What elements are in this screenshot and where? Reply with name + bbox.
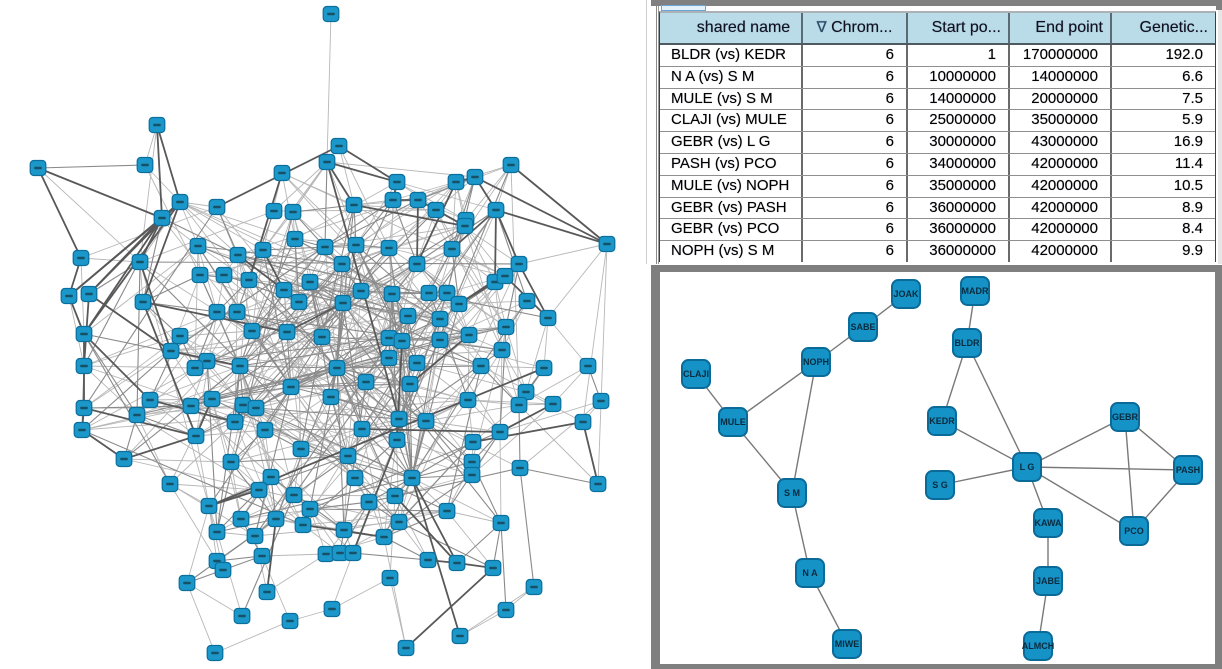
- svg-text:NOPH: NOPH: [803, 357, 829, 367]
- svg-text:MULE: MULE: [720, 417, 746, 427]
- svg-text:CLAJI: CLAJI: [683, 369, 709, 379]
- svg-text:MIWE: MIWE: [835, 639, 860, 649]
- svg-text:MADR: MADR: [962, 286, 989, 296]
- svg-text:KEDR: KEDR: [929, 416, 955, 426]
- svg-text:S M: S M: [784, 488, 800, 498]
- svg-text:L G: L G: [1020, 462, 1035, 472]
- svg-text:JABE: JABE: [1036, 576, 1060, 586]
- svg-text:KAWA: KAWA: [1035, 518, 1063, 528]
- svg-text:ALMCH: ALMCH: [1022, 641, 1055, 651]
- svg-text:GEBR: GEBR: [1112, 412, 1139, 422]
- svg-text:PCO: PCO: [1124, 526, 1144, 536]
- svg-text:N A: N A: [802, 568, 818, 578]
- svg-text:S G: S G: [932, 480, 948, 490]
- svg-text:BLDR: BLDR: [955, 338, 980, 348]
- svg-text:PASH: PASH: [1176, 465, 1200, 475]
- svg-text:SABE: SABE: [850, 322, 875, 332]
- svg-text:JOAK: JOAK: [893, 289, 919, 299]
